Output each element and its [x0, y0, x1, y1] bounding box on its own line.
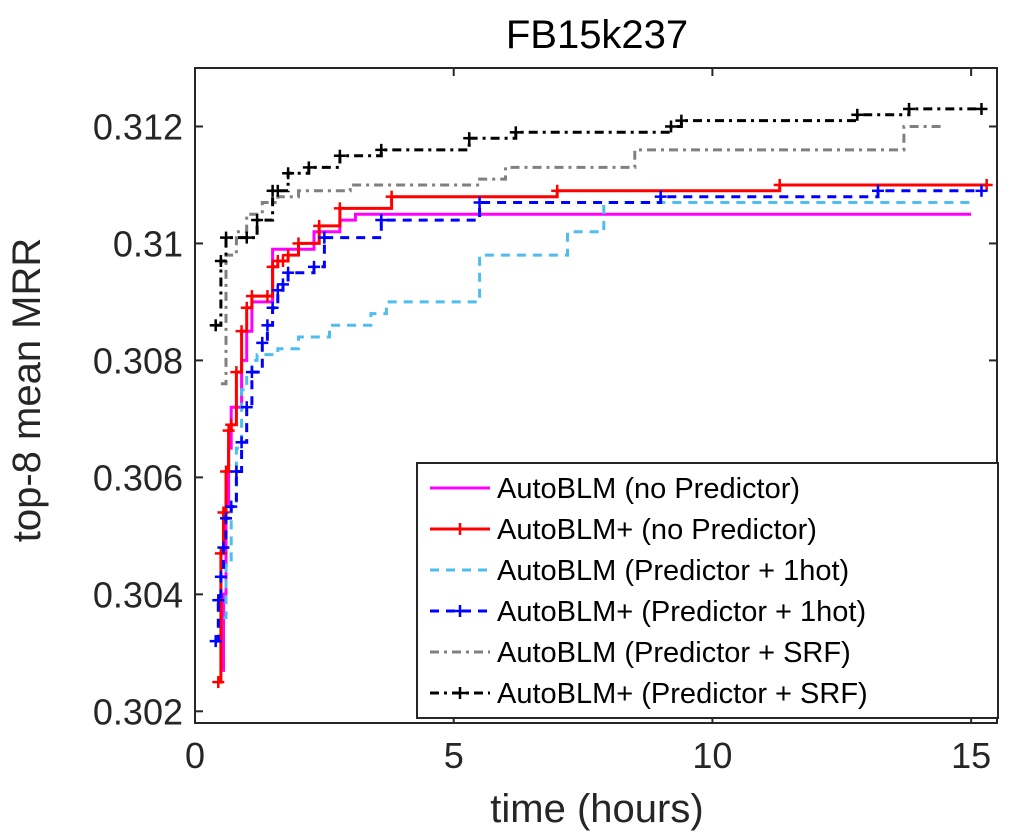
y-axis-label: top-8 mean MRR [5, 238, 49, 543]
series-1-point [551, 184, 564, 197]
x-tick-label: 10 [692, 735, 732, 776]
series-5-point [240, 231, 253, 244]
series-1-point [214, 547, 227, 560]
series-3-point [245, 366, 258, 379]
series-3-point [654, 190, 667, 203]
series-1-point [282, 249, 295, 262]
series-3-point [308, 260, 321, 273]
series-1 [212, 178, 993, 689]
legend-label-4: AutoBLM (Predictor + SRF) [497, 637, 851, 669]
series-5-point [975, 102, 988, 115]
series-5-point [675, 114, 688, 127]
series-3-point [282, 266, 295, 279]
legend: AutoBLM (no Predictor) AutoBLM+ (no Predi… [416, 462, 999, 719]
y-tick-label: 0.302 [93, 691, 183, 732]
y-tick-label: 0.312 [93, 106, 183, 147]
tick-layer: 0 5 10 15 0.302 0.304 0.306 0.308 0.31 0.312 [93, 68, 997, 776]
series-3-point [975, 184, 988, 197]
series-3-point [276, 278, 289, 291]
series-3-point [225, 500, 238, 513]
series-line-4 [220, 125, 946, 386]
series-5-point [251, 214, 264, 227]
series-2 [223, 201, 972, 620]
series-1-point [212, 676, 225, 689]
series-3 [209, 184, 988, 648]
series-5-point [463, 132, 476, 145]
y-tick-label: 0.306 [93, 457, 183, 498]
series-1-point [240, 301, 253, 314]
series-3-point [240, 401, 253, 414]
series-1-point [261, 290, 274, 303]
series-layer [209, 102, 993, 689]
series-5-point [509, 126, 522, 139]
x-tick-label: 0 [185, 735, 205, 776]
series-5-point [271, 184, 284, 197]
legend-label-3: AutoBLM+ (Predictor + 1hot) [497, 596, 866, 628]
legend-marker-5 [454, 687, 466, 699]
y-tick-label: 0.304 [93, 574, 183, 615]
legend-item-2: AutoBLM (Predictor + 1hot) [430, 555, 849, 587]
series-5-point [209, 319, 222, 332]
series-5-point [282, 167, 295, 180]
legend-item-3: AutoBLM+ (Predictor + 1hot) [430, 596, 866, 628]
series-5-point [333, 149, 346, 162]
series-5-point [851, 108, 864, 121]
series-5-point [220, 231, 233, 244]
series-1-point [333, 202, 346, 215]
series-5-point [665, 120, 678, 133]
legend-item-4: AutoBLM (Predictor + SRF) [430, 637, 851, 669]
series-1-point [245, 290, 258, 303]
series-3-point [235, 436, 248, 449]
series-3-point [209, 635, 222, 648]
series-4 [220, 125, 946, 386]
legend-item-0: AutoBLM (no Predictor) [430, 473, 800, 505]
series-1-point [313, 219, 326, 232]
legend-marker-3 [454, 605, 466, 617]
series-3-point [375, 214, 388, 227]
series-1-point [292, 237, 305, 250]
series-3-point [212, 594, 225, 607]
series-3-point [318, 231, 331, 244]
series-3-point [214, 570, 227, 583]
series-5-point [214, 254, 227, 267]
series-3-point [266, 301, 279, 314]
legend-label-2: AutoBLM (Predictor + 1hot) [497, 555, 849, 587]
series-1-point [385, 190, 398, 203]
series-3-point [256, 336, 269, 349]
y-tick-label: 0.308 [93, 340, 183, 381]
legend-label-1: AutoBLM+ (no Predictor) [497, 514, 817, 546]
series-1-point [217, 506, 230, 519]
series-1-point [222, 424, 235, 437]
series-line-2 [223, 201, 972, 620]
series-3-point [230, 465, 243, 478]
legend-item-1: AutoBLM+ (no Predictor) [430, 514, 817, 546]
series-5-point [903, 102, 916, 115]
series-3-point [871, 184, 884, 197]
series-5 [209, 102, 988, 332]
series-1-point [230, 366, 243, 379]
series-1-point [773, 178, 786, 191]
legend-marker-1 [454, 523, 466, 535]
x-axis-label: time (hours) [490, 787, 703, 831]
series-3-point [261, 319, 274, 332]
legend-box [416, 462, 999, 719]
chart-title: FB15k237 [506, 13, 688, 57]
plot-frame [194, 67, 998, 724]
series-3-point [473, 196, 486, 209]
series-3-point [220, 512, 233, 525]
legend-label-0: AutoBLM (no Predictor) [497, 473, 800, 505]
series-5-point [302, 161, 315, 174]
series-1-point [220, 465, 233, 478]
series-1-point [235, 325, 248, 338]
series-1-point [225, 418, 238, 431]
y-tick-label: 0.31 [113, 223, 183, 264]
series-5-point [375, 143, 388, 156]
series-3-point [217, 541, 230, 554]
legend-item-5: AutoBLM+ (Predictor + SRF) [430, 678, 868, 710]
x-tick-label: 5 [444, 735, 464, 776]
legend-label-5: AutoBLM+ (Predictor + SRF) [497, 678, 868, 710]
x-tick-label: 15 [951, 735, 991, 776]
